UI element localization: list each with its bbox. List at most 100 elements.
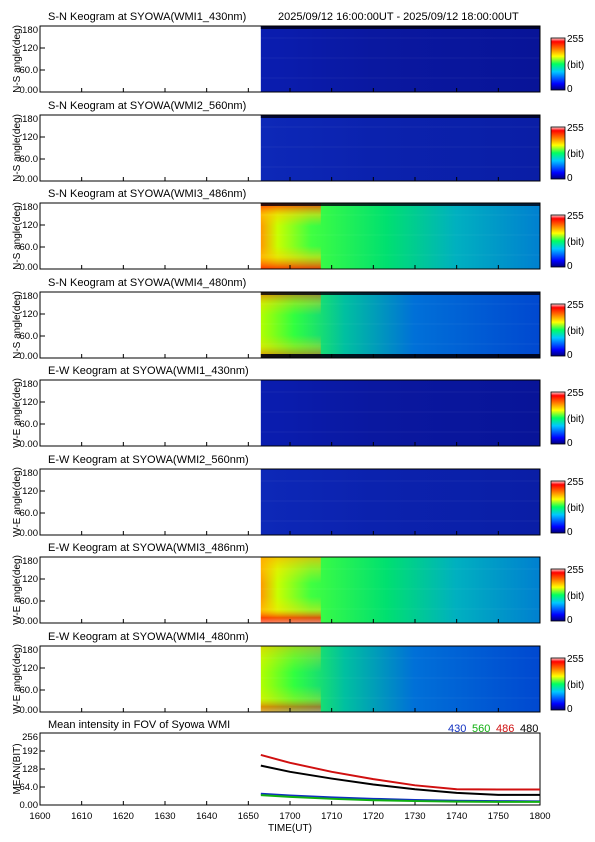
- colorbar-min-label: 0: [567, 261, 573, 272]
- y-tick-label: 60.0: [20, 596, 39, 607]
- keogram-title: E-W Keogram at SYOWA(WMI4_480nm): [48, 631, 249, 643]
- y-tick-label: 0.00: [20, 800, 39, 811]
- keogram-panel: E-W Keogram at SYOWA(WMI2_560nm) 180 120 60…: [12, 454, 584, 539]
- colorbar-unit-label: (bit): [567, 591, 584, 602]
- colorbar: [550, 568, 566, 622]
- keogram-top-band: [260, 26, 540, 29]
- y-axis-label: W-E angle(deg): [12, 467, 23, 537]
- colorbar: [550, 303, 566, 357]
- keogram-top-band: [260, 203, 540, 206]
- colorbar: [550, 37, 566, 91]
- y-tick-label: 120: [22, 574, 38, 585]
- legend-entry-560: 560: [472, 723, 490, 735]
- y-tick-label: 60.0: [20, 65, 39, 76]
- x-tick-label: 1740: [446, 811, 467, 822]
- y-tick-label: 60.0: [20, 331, 39, 342]
- y-tick-label: 0.00: [20, 351, 39, 362]
- keogram-title: E-W Keogram at SYOWA(WMI3_486nm): [48, 542, 249, 554]
- colorbar-min-label: 0: [567, 438, 573, 449]
- y-tick-label: 0.00: [20, 262, 39, 273]
- x-tick-label: 1640: [196, 811, 217, 822]
- colorbar-min-label: 0: [567, 704, 573, 715]
- y-tick-label: 120: [22, 309, 38, 320]
- y-axis-label: N-S angle(deg): [12, 25, 23, 93]
- colorbar-unit-label: (bit): [567, 237, 584, 248]
- keogram-image: [260, 380, 540, 446]
- colorbar-unit-label: (bit): [567, 60, 584, 71]
- colorbar: [550, 126, 566, 180]
- y-tick-label: 180: [22, 291, 38, 302]
- colorbar-max-label: 255: [567, 34, 584, 45]
- keogram-edge-glow: [260, 292, 321, 358]
- keogram-title: S-N Keogram at SYOWA(WMI3_486nm): [48, 188, 246, 200]
- y-axis-label: W-E angle(deg): [12, 644, 23, 714]
- x-tick-label: 1610: [71, 811, 92, 822]
- series-line-486: [260, 753, 540, 791]
- colorbar-unit-label: (bit): [567, 414, 584, 425]
- y-tick-label: 64.0: [20, 782, 39, 793]
- y-tick-label: 180: [22, 114, 38, 125]
- y-axis-label: W-E angle(deg): [12, 555, 23, 625]
- colorbar-max-label: 255: [567, 388, 584, 399]
- colorbar-unit-label: (bit): [567, 149, 584, 160]
- x-tick-label: 1620: [113, 811, 134, 822]
- y-tick-label: 0.00: [20, 85, 39, 96]
- colorbar-max-label: 255: [567, 654, 584, 665]
- y-tick-label: 256: [22, 732, 38, 743]
- x-tick-label: 1630: [154, 811, 175, 822]
- y-tick-label: 0.00: [20, 528, 39, 539]
- keogram-top-band: [260, 292, 540, 295]
- x-tick-label: 1800: [529, 811, 550, 822]
- keogram-panel: E-W Keogram at SYOWA(WMI1_430nm) 180 120 60…: [12, 365, 584, 450]
- keogram-edge-glow: [260, 646, 321, 712]
- legend-entry-480: 480: [520, 723, 538, 735]
- y-tick-label: 60.0: [20, 154, 39, 165]
- y-tick-label: 180: [22, 202, 38, 213]
- y-tick-label: 180: [22, 645, 38, 656]
- series-line-480: [260, 764, 540, 796]
- colorbar-max-label: 255: [567, 123, 584, 134]
- keogram-panel: S-N Keogram at SYOWA(WMI4_480nm) 180 120 60…: [12, 277, 584, 362]
- y-tick-label: 120: [22, 43, 38, 54]
- series-line-560: [260, 794, 540, 803]
- line-chart-title: Mean intensity in FOV of Syowa WMI: [48, 719, 230, 731]
- y-tick-label: 120: [22, 220, 38, 231]
- x-tick-label: 1600: [29, 811, 50, 822]
- y-axis-label: MEAN(BIT): [12, 743, 23, 794]
- x-tick-label: 1710: [321, 811, 342, 822]
- keogram-panel: E-W Keogram at SYOWA(WMI3_486nm) 180 120 60…: [12, 542, 584, 627]
- colorbar: [550, 214, 566, 268]
- keogram-bottom-band: [260, 354, 540, 358]
- y-tick-label: 60.0: [20, 242, 39, 253]
- keogram-image: [260, 469, 540, 535]
- colorbar-unit-label: (bit): [567, 680, 584, 691]
- colorbar-min-label: 0: [567, 350, 573, 361]
- y-tick-label: 60.0: [20, 419, 39, 430]
- y-tick-label: 0.00: [20, 174, 39, 185]
- y-tick-label: 0.00: [20, 616, 39, 627]
- x-tick-label: 1650: [238, 811, 259, 822]
- keogram-title: E-W Keogram at SYOWA(WMI1_430nm): [48, 365, 249, 377]
- keogram-title: S-N Keogram at SYOWA(WMI2_560nm): [48, 100, 246, 112]
- keogram-top-band: [260, 115, 540, 118]
- keogram-image: [260, 115, 540, 181]
- y-tick-label: 120: [22, 663, 38, 674]
- keogram-panel: S-N Keogram at SYOWA(WMI1_430nm) 180 120 60…: [12, 11, 584, 96]
- colorbar-min-label: 0: [567, 615, 573, 626]
- y-tick-label: 60.0: [20, 508, 39, 519]
- colorbar-max-label: 255: [567, 565, 584, 576]
- keogram-title: S-N Keogram at SYOWA(WMI1_430nm): [48, 11, 246, 23]
- colorbar-max-label: 255: [567, 477, 584, 488]
- keogram-panels: S-N Keogram at SYOWA(WMI1_430nm) 180 120 60…: [12, 11, 584, 716]
- y-tick-label: 0.00: [20, 439, 39, 450]
- colorbar: [550, 480, 566, 534]
- y-tick-label: 128: [22, 764, 38, 775]
- y-tick-label: 120: [22, 132, 38, 143]
- colorbar-unit-label: (bit): [567, 503, 584, 514]
- y-tick-label: 180: [22, 468, 38, 479]
- x-tick-label: 1730: [404, 811, 425, 822]
- colorbar-max-label: 255: [567, 300, 584, 311]
- legend-entry-430: 430: [448, 723, 466, 735]
- colorbar: [550, 391, 566, 445]
- y-axis-label: N-S angle(deg): [12, 291, 23, 359]
